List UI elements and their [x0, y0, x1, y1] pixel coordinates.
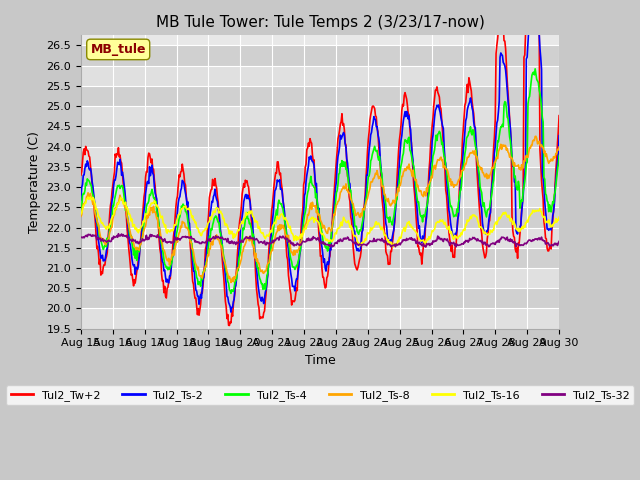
- Y-axis label: Temperature (C): Temperature (C): [28, 131, 41, 233]
- Bar: [81, 207, 559, 228]
- X-axis label: Time: Time: [305, 354, 335, 367]
- Bar: [81, 86, 559, 106]
- Legend: Tul2_Tw+2, Tul2_Ts-2, Tul2_Ts-4, Tul2_Ts-8, Tul2_Ts-16, Tul2_Ts-32: Tul2_Tw+2, Tul2_Ts-2, Tul2_Ts-4, Tul2_Ts…: [6, 385, 634, 405]
- Title: MB Tule Tower: Tule Temps 2 (3/23/17-now): MB Tule Tower: Tule Temps 2 (3/23/17-now…: [156, 15, 484, 30]
- Bar: [81, 167, 559, 187]
- Bar: [81, 146, 559, 167]
- Bar: [81, 288, 559, 309]
- Bar: [81, 268, 559, 288]
- Bar: [81, 187, 559, 207]
- Bar: [81, 66, 559, 86]
- Bar: [81, 126, 559, 146]
- Text: MB_tule: MB_tule: [90, 43, 146, 56]
- Bar: [81, 248, 559, 268]
- Bar: [81, 228, 559, 248]
- Bar: [81, 106, 559, 126]
- Bar: [81, 46, 559, 66]
- Bar: [81, 309, 559, 329]
